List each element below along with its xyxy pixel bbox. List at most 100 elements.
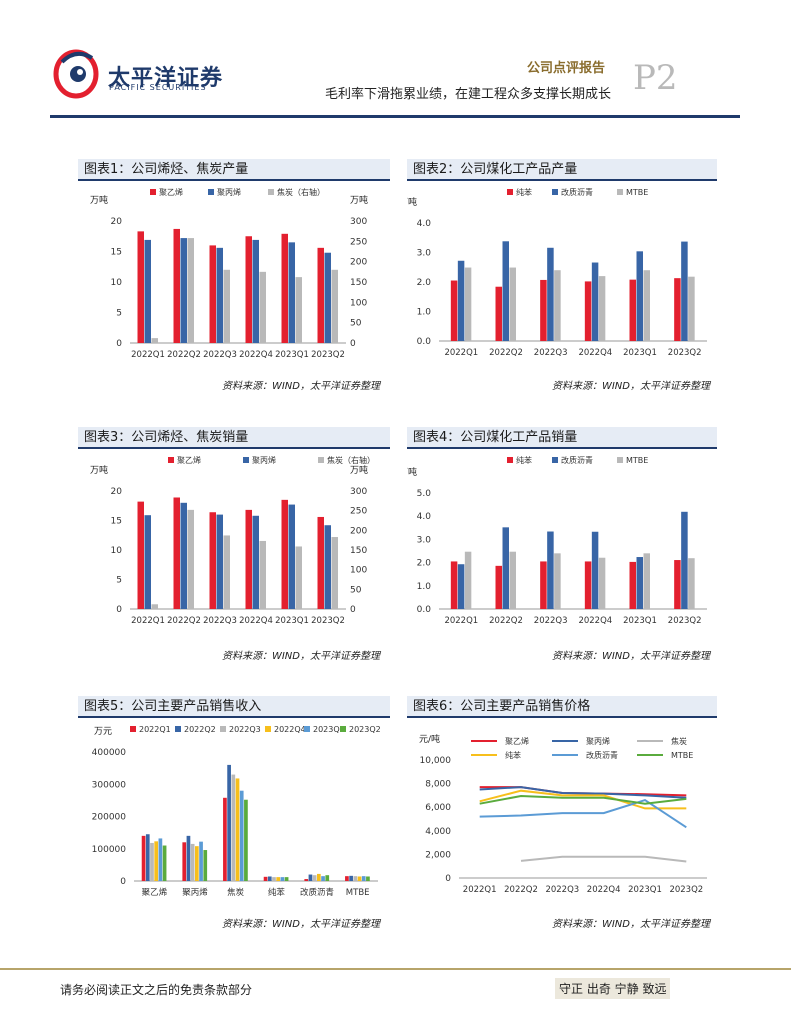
fig2-xtick: 2022Q2 [489, 348, 523, 358]
fig4-bar-改质沥青 [636, 557, 643, 609]
fig1-xtick: 2022Q2 [167, 350, 201, 360]
fig3-xtick: 2022Q1 [131, 616, 165, 626]
fig3-bar-焦炭（右轴） [295, 546, 302, 609]
fig4-xtick: 2022Q2 [489, 616, 523, 626]
fig4-legend-swatch [507, 457, 513, 463]
fig3-bar-聚丙烯 [144, 515, 151, 609]
fig5-bar-2022Q4 [357, 876, 362, 881]
fig1-y2tick: 300 [350, 217, 367, 227]
fig2-bar-纯苯 [584, 281, 592, 341]
fig4-ytick: 5.0 [417, 489, 432, 499]
fig5-bar-2022Q3 [272, 877, 276, 881]
fig3-bar-聚丙烯 [288, 504, 295, 609]
fig5-xtick: MTBE [346, 888, 370, 898]
fig4-legend-swatch [552, 457, 558, 463]
fig2-title: 图表2：公司煤化工产品产量 [407, 159, 717, 181]
fig4-source: 资料来源：WIND，太平洋证券整理 [551, 651, 710, 662]
fig6-legend-label: 聚丙烯 [586, 736, 610, 746]
fig4-legend-label: MTBE [626, 456, 648, 465]
fig6-xtick: 2022Q1 [463, 885, 497, 895]
fig1-ytick: 10 [111, 278, 123, 288]
fig5-bar-2022Q3 [312, 875, 317, 881]
fig2-ytick: 3.0 [417, 249, 432, 259]
fig2-bar-MTBE [688, 276, 695, 341]
fig2-legend-swatch [507, 189, 513, 195]
fig3-bar-聚丙烯 [324, 525, 331, 609]
fig5-bar-2023Q1 [239, 790, 244, 881]
fig5-bar-2023Q2 [244, 799, 248, 881]
fig3-bar-聚丙烯 [252, 515, 259, 609]
fig2-legend-label: MTBE [626, 188, 648, 197]
fig5-bar-2022Q2 [349, 875, 353, 881]
fig1-bar-聚丙烯 [252, 239, 259, 343]
fig4-chart: 万吨 0.0 1.0 2.0 3.0 4.0 5.0 2022Q1 2022Q2 2022Q3 20… [407, 455, 707, 626]
fig2-bar-改质沥青 [502, 241, 509, 341]
fig6-line-改质沥青 [479, 799, 687, 829]
fig1-xtick: 2022Q4 [239, 350, 273, 360]
report-subtitle: 毛利率下滑拖累业绩，在建工程众多支撑长期成长 [325, 87, 612, 102]
fig1-y2tick: 50 [350, 319, 362, 329]
report-type: 公司点评报告 [527, 61, 606, 76]
fig5-legend-swatch [175, 726, 181, 732]
fig6-line-焦炭 [520, 855, 687, 863]
fig4-xtick: 2022Q4 [578, 616, 612, 626]
fig2-bar-改质沥青 [457, 260, 465, 341]
fig5-ytick: 400000 [92, 748, 127, 758]
fig6-xtick: 2022Q3 [545, 885, 579, 895]
fig5-bar-2022Q4 [235, 778, 240, 881]
fig1-bar-聚乙烯 [137, 231, 144, 343]
fig4-bar-MTBE [643, 553, 650, 609]
fig1-ylabel: 万吨 [90, 194, 108, 206]
fig5-bar-2023Q1 [158, 838, 163, 881]
footer-divider [0, 968, 791, 970]
fig4-bar-改质沥青 [681, 511, 688, 609]
fig4-bar-纯苯 [450, 561, 458, 609]
fig2-bar-纯苯 [674, 278, 681, 341]
fig6-xtick: 2023Q1 [628, 885, 662, 895]
fig4-legend-swatch [617, 457, 623, 463]
fig5-xtick: 聚乙烯 [142, 887, 168, 898]
fig2-bar-纯苯 [540, 279, 547, 341]
fig1-bar-焦炭（右轴） [187, 238, 194, 343]
fig2-xtick: 2022Q3 [534, 348, 568, 358]
fig2-chart: 万吨 0.0 1.0 2.0 3.0 4.0 2022Q1 2022Q2 2022Q3 2022Q… [407, 187, 707, 358]
fig5-bar-2022Q4 [317, 873, 321, 881]
header-divider [50, 115, 740, 118]
fig3-ytick: 0 [116, 605, 122, 615]
fig4-bar-改质沥青 [502, 527, 509, 609]
fig6-ylabel: 元/吨 [419, 733, 440, 745]
fig3-y2tick: 150 [350, 546, 367, 556]
fig3-xtick: 2022Q2 [167, 616, 201, 626]
fig5-legend-swatch [265, 726, 271, 732]
fig6-xtick: 2022Q2 [504, 885, 538, 895]
fig3-y2tick: 250 [350, 507, 367, 517]
fig1-source: 资料来源：WIND，太平洋证券整理 [221, 381, 380, 392]
fig3-bar-聚丙烯 [180, 502, 187, 609]
fig1-bar-聚丙烯 [180, 238, 187, 343]
fig2-xtick: 2023Q1 [623, 348, 657, 358]
fig2-xtick: 2023Q2 [668, 348, 702, 358]
fig1-y2tick: 150 [350, 278, 367, 288]
fig4-xtick: 2022Q3 [534, 616, 568, 626]
fig2-legend-swatch [552, 189, 558, 195]
fig2-bar-MTBE [464, 267, 472, 341]
fig5-bar-2023Q1 [321, 876, 325, 881]
fig4-bar-MTBE [554, 553, 561, 609]
fig4-bar-改质沥青 [457, 564, 465, 609]
fig2-bar-纯苯 [450, 280, 458, 341]
fig6-xtick: 2023Q2 [669, 885, 703, 895]
fig5-bar-2022Q3 [150, 842, 154, 881]
fig2-legend-label: 纯苯 [516, 187, 532, 197]
fig1-legend-label: 聚丙烯 [217, 187, 241, 197]
fig5-bar-2022Q1 [182, 842, 187, 881]
fig5-bar-2023Q1 [361, 876, 366, 881]
fig6-line-MTBE [479, 794, 687, 805]
fig6-ytick: 10,000 [420, 756, 452, 766]
fig5-bar-2022Q2 [186, 835, 191, 881]
fig2-legend-swatch [617, 189, 623, 195]
fig2-bar-改质沥青 [547, 247, 554, 341]
fig6-legend-label: 改质沥青 [586, 750, 618, 760]
logo-text-cn: 太平洋证券 [108, 66, 224, 91]
fig3-y2tick: 100 [350, 566, 367, 576]
